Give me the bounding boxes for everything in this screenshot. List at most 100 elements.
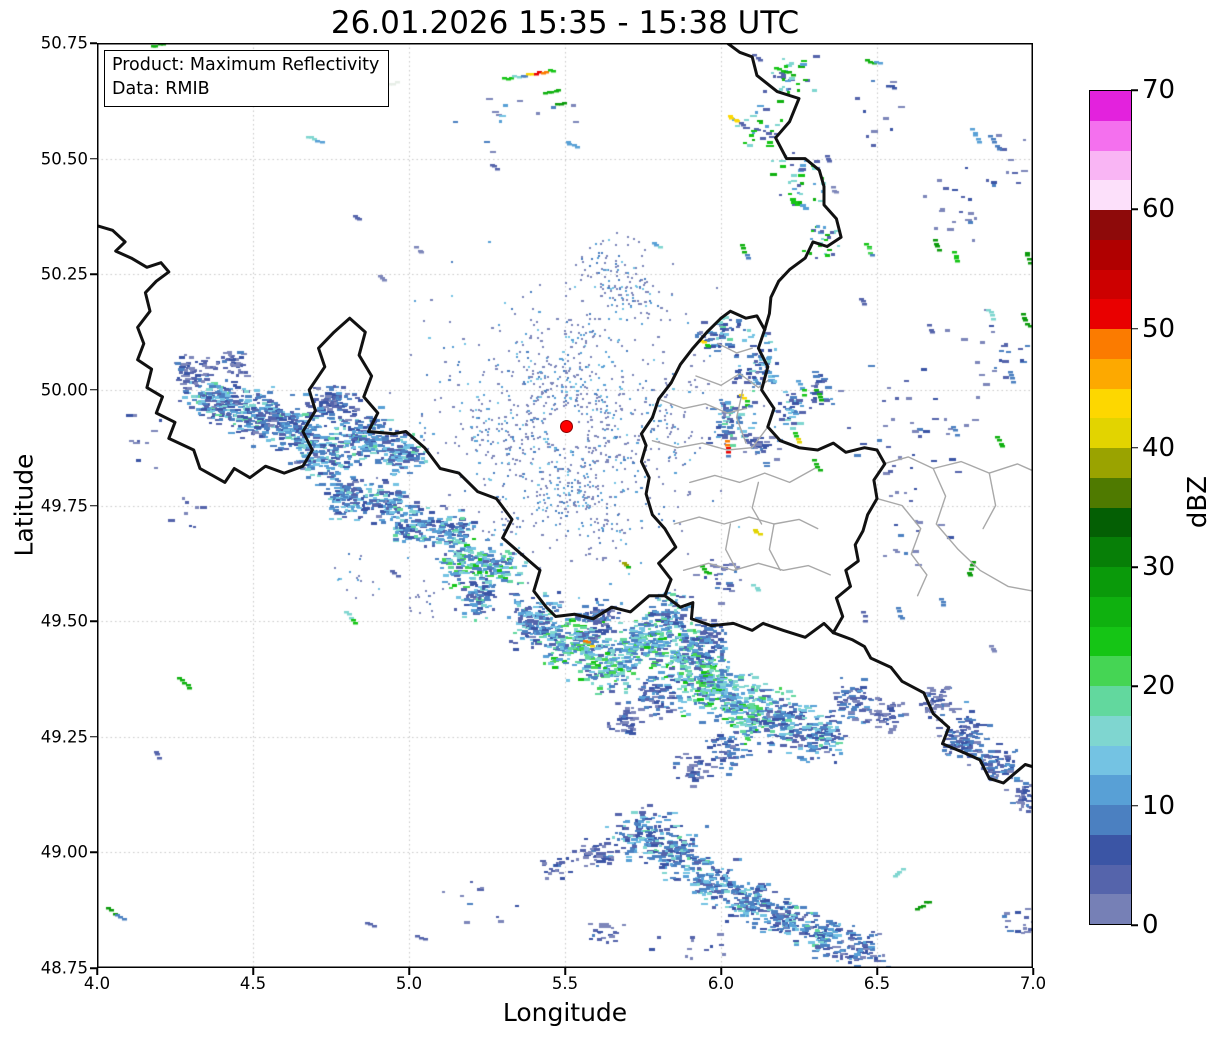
y-tick-mark (90, 620, 97, 622)
colorbar-band (1090, 567, 1131, 597)
colorbar-band (1090, 507, 1131, 538)
y-tick-label: 49.25 (40, 727, 88, 747)
x-tick-label: 6.0 (707, 974, 735, 993)
colorbar-band (1090, 448, 1131, 478)
colorbar-band (1090, 239, 1131, 270)
y-tick-label: 48.75 (40, 958, 88, 978)
y-tick-mark (90, 157, 97, 160)
y-tick-label: 50.50 (40, 149, 88, 169)
country-border-path (725, 43, 843, 332)
colorbar-band (1090, 686, 1131, 716)
y-tick-mark (90, 736, 97, 738)
admin-border-path (717, 342, 753, 354)
admin-border-path (735, 389, 747, 444)
country-border-path (639, 309, 767, 598)
admin-border-path (682, 562, 831, 576)
colorbar-band (1090, 150, 1131, 181)
x-tick-mark (876, 968, 878, 975)
y-tick-mark (90, 967, 97, 969)
colorbar-band (1090, 477, 1131, 508)
admin-border-path (657, 398, 747, 414)
colorbar-band (1090, 180, 1131, 210)
y-tick-label: 49.75 (40, 496, 88, 515)
colorbar-band (1090, 91, 1131, 121)
colorbar-band (1090, 210, 1131, 240)
product-info-box: Product: Maximum Reflectivity Data: RMIB (104, 50, 390, 108)
colorbar-tick-label: 40 (1142, 432, 1176, 463)
country-border-path (97, 224, 667, 621)
colorbar-tick-mark (1131, 327, 1138, 330)
colorbar-tick-mark (1131, 566, 1138, 568)
x-tick-label: 5.0 (395, 974, 423, 993)
colorbar-tick-mark (1131, 89, 1138, 91)
colorbar-tick-label: 20 (1142, 671, 1176, 702)
colorbar-band (1090, 329, 1131, 359)
colorbar-band (1090, 299, 1131, 329)
colorbar (1089, 90, 1132, 925)
y-tick-label: 50.00 (40, 380, 88, 400)
radar-echo-canvas (97, 43, 1033, 968)
product-info-line1: Product: Maximum Reflectivity (112, 55, 380, 75)
plot-frame (97, 43, 1033, 968)
map-title: 26.01.2026 15:35 - 15:38 UTC (330, 5, 800, 41)
admin-border-path (725, 523, 738, 571)
admin-border-path (882, 456, 1033, 474)
colorbar-tick-mark (1131, 924, 1138, 926)
border-overlay-svg (97, 43, 1033, 968)
colorbar-band (1090, 864, 1131, 895)
x-tick-label: 4.0 (83, 974, 111, 993)
colorbar-band (1090, 388, 1131, 419)
x-tick-label: 7.0 (1019, 974, 1047, 993)
colorbar-band (1090, 269, 1131, 300)
y-tick-mark (90, 273, 97, 275)
admin-border-path (768, 523, 781, 571)
colorbar-band (1090, 358, 1131, 389)
admin-border-path (876, 497, 928, 597)
map-plot-area: Product: Maximum Reflectivity Data: RMIB (97, 43, 1033, 968)
colorbar-band (1090, 626, 1131, 657)
colorbar-tick-label: 50 (1142, 313, 1176, 344)
admin-border-path (982, 472, 997, 530)
colorbar-band (1090, 775, 1131, 805)
x-tick-mark (564, 968, 566, 975)
admin-border-path (695, 373, 769, 389)
admin-border-path (651, 426, 769, 451)
admin-border-path (751, 481, 763, 525)
x-tick-mark (252, 968, 254, 975)
colorbar-tick-label: 0 (1142, 910, 1159, 940)
colorbar-band (1090, 805, 1131, 835)
x-tick-label: 6.5 (863, 974, 891, 993)
colorbar-tick-label: 30 (1142, 552, 1176, 583)
y-tick-mark (90, 389, 97, 391)
colorbar-band (1090, 834, 1131, 865)
colorbar-band (1090, 745, 1131, 776)
y-tick-label: 50.75 (40, 33, 88, 53)
y-tick-label: 50.25 (40, 264, 88, 284)
colorbar-tick-label: 60 (1142, 194, 1176, 225)
colorbar-tick-mark (1131, 447, 1138, 449)
x-tick-mark (408, 968, 410, 975)
y-tick-mark (90, 42, 97, 44)
colorbar-tick-label: 10 (1142, 790, 1176, 821)
x-tick-mark (720, 968, 722, 975)
x-axis-label: Longitude (502, 998, 628, 1027)
colorbar-band (1090, 894, 1131, 924)
y-tick-label: 49.50 (40, 611, 88, 631)
colorbar-tick-mark (1131, 208, 1138, 211)
x-tick-mark (96, 968, 98, 975)
product-info-line2: Data: RMIB (112, 78, 210, 99)
colorbar-tick-mark (1131, 804, 1138, 807)
x-tick-label: 5.5 (551, 974, 579, 993)
country-border-path (831, 631, 1033, 785)
colorbar-band (1090, 656, 1131, 686)
colorbar-band (1090, 120, 1131, 151)
radar-site-marker (560, 420, 574, 434)
country-border-path (663, 594, 835, 639)
colorbar-tick-mark (1131, 685, 1138, 688)
y-tick-mark (90, 504, 97, 507)
y-tick-label: 49.00 (40, 842, 88, 862)
y-axis-label: Latitude (9, 453, 39, 557)
admin-border-path (673, 516, 819, 530)
colorbar-band (1090, 418, 1131, 448)
